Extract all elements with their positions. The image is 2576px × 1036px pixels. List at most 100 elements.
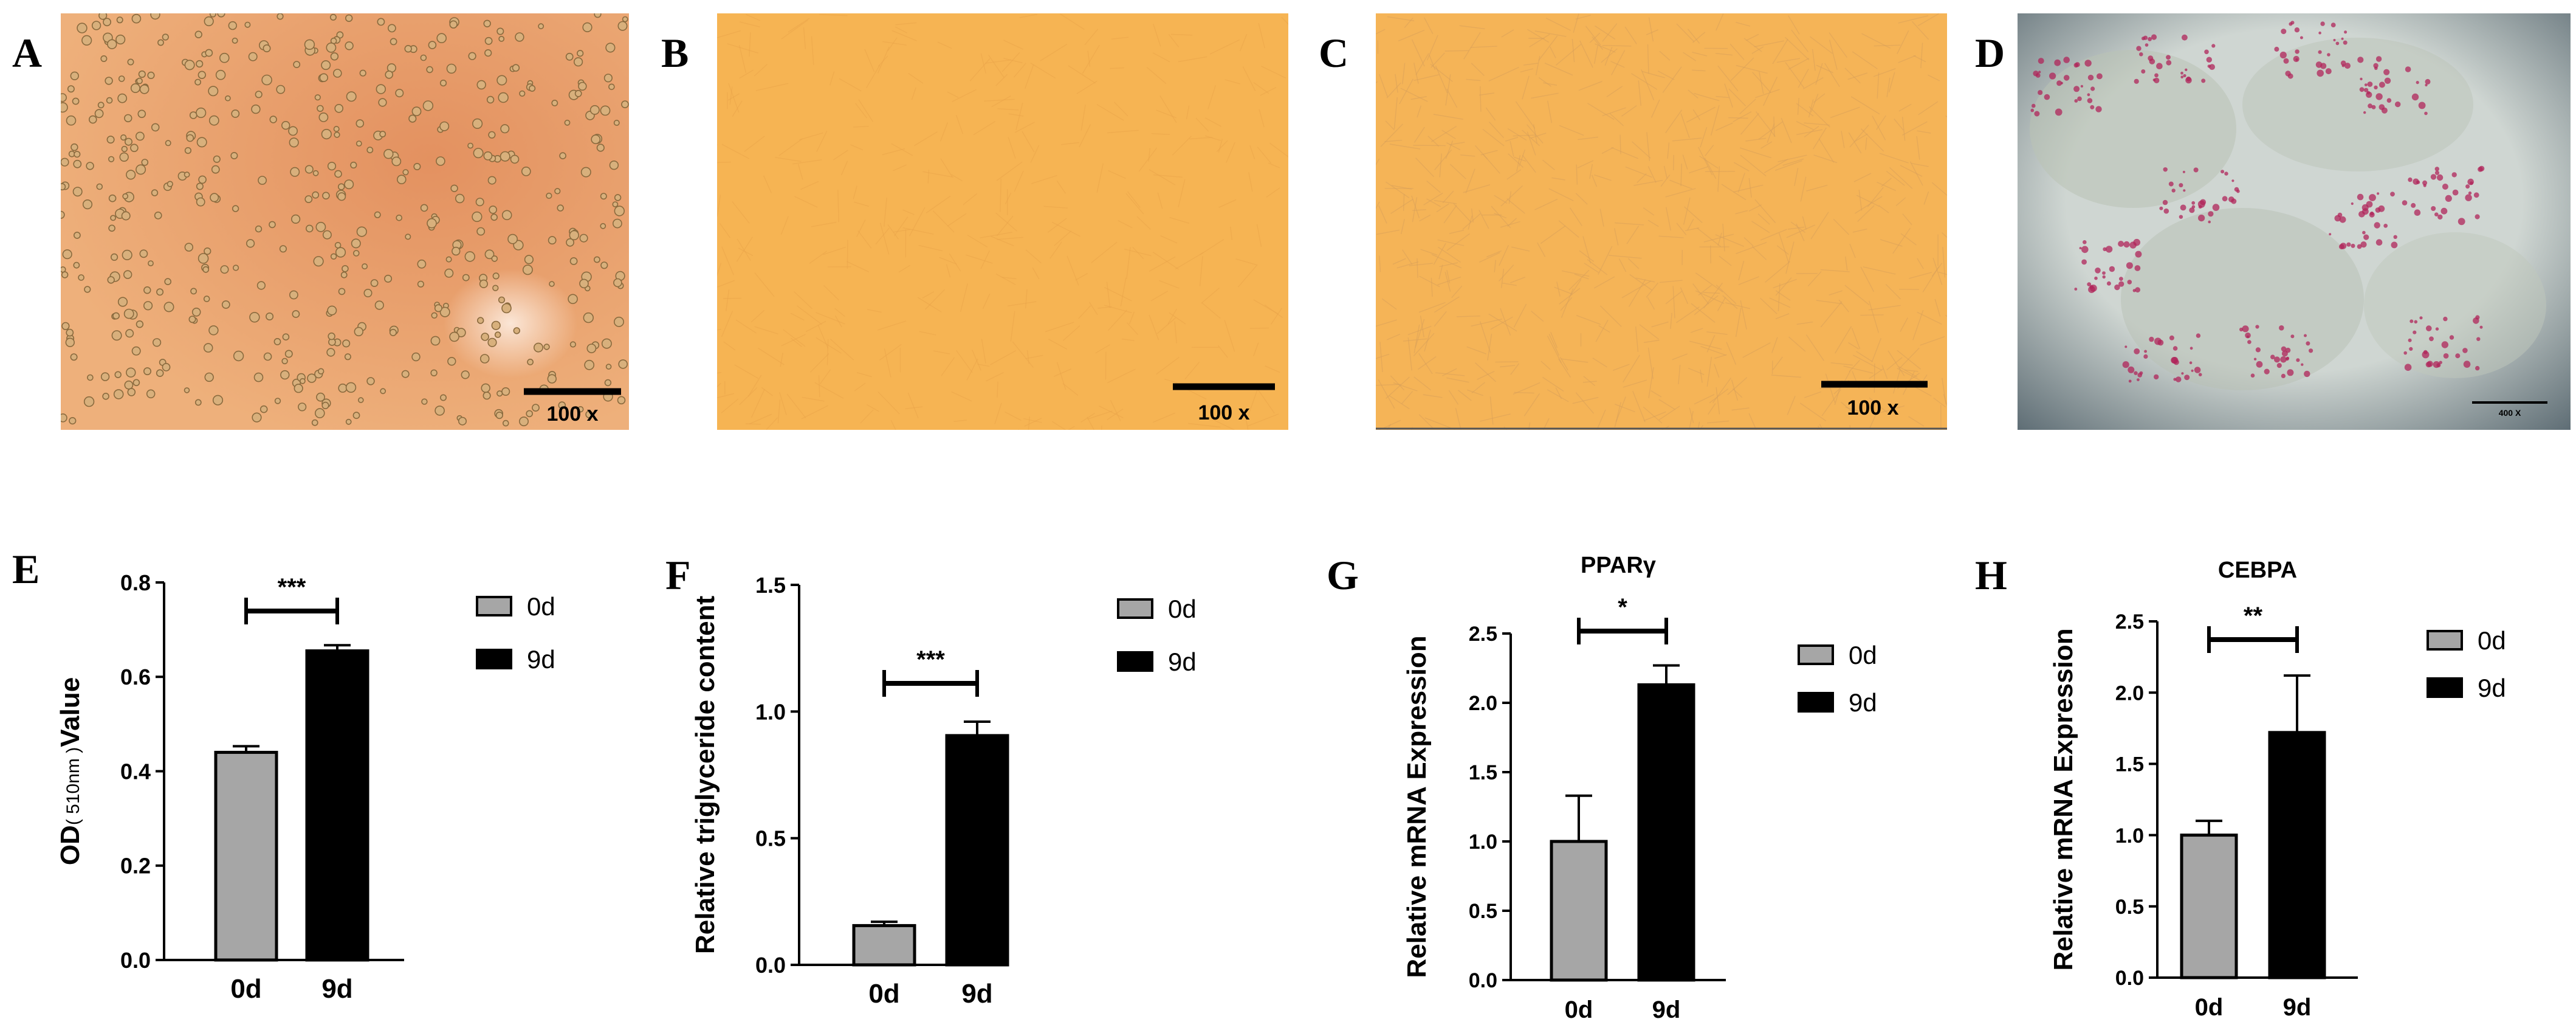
- cell-mark: [617, 21, 628, 31]
- cell-mark: [273, 338, 281, 345]
- lipid-droplet: [2253, 357, 2257, 361]
- lipid-droplet: [2087, 282, 2092, 286]
- texture-mark: [994, 402, 1002, 424]
- texture-mark: [1499, 245, 1509, 266]
- lipid-droplet: [2236, 189, 2240, 193]
- texture-mark: [1599, 209, 1604, 227]
- bar-0d: [2180, 834, 2238, 979]
- texture-mark: [721, 246, 734, 275]
- texture-mark: [875, 227, 890, 245]
- texture-mark: [1547, 100, 1553, 123]
- texture-mark: [1851, 328, 1861, 350]
- texture-mark: [1738, 276, 1759, 286]
- texture-mark: [775, 157, 802, 162]
- cell-mark: [244, 21, 251, 28]
- texture-mark: [1007, 301, 1037, 306]
- texture-mark: [1614, 402, 1621, 427]
- texture-mark: [1748, 413, 1757, 430]
- lipid-droplet: [2475, 214, 2480, 219]
- cell-mark: [138, 70, 146, 78]
- cell-mark: [94, 109, 104, 119]
- texture-mark: [1522, 75, 1530, 100]
- texture-mark: [1606, 86, 1623, 97]
- cell-mark: [333, 126, 340, 133]
- texture-mark: [1647, 297, 1655, 310]
- texture-mark: [1001, 52, 1020, 72]
- texture-mark: [991, 95, 1011, 108]
- lipid-droplet: [2154, 73, 2159, 78]
- texture-mark: [1216, 140, 1228, 152]
- texture-mark: [1471, 319, 1502, 327]
- texture-mark: [1402, 63, 1406, 85]
- lipid-droplet: [2137, 378, 2140, 381]
- texture-mark: [856, 219, 866, 237]
- texture-mark: [1665, 109, 1683, 134]
- texture-mark: [1578, 81, 1602, 91]
- lipid-droplet: [2479, 165, 2485, 171]
- cell-mark: [249, 312, 260, 323]
- lipid-droplet: [2375, 56, 2382, 62]
- texture-mark: [1498, 264, 1514, 281]
- legend-label: 9d: [1849, 688, 1877, 717]
- texture-mark: [1781, 118, 1792, 143]
- texture-mark: [1748, 204, 1762, 212]
- texture-mark: [1917, 130, 1931, 134]
- cell-mark: [345, 382, 357, 393]
- lipid-droplet: [2035, 73, 2041, 78]
- texture-mark: [1201, 302, 1221, 319]
- texture-mark: [1152, 52, 1170, 63]
- texture-mark: [1666, 207, 1671, 231]
- texture-mark: [1878, 205, 1889, 213]
- texture-mark: [1813, 154, 1838, 164]
- texture-mark: [1463, 32, 1481, 60]
- texture-mark: [1680, 287, 1689, 305]
- texture-mark: [969, 58, 991, 81]
- texture-mark: [1178, 179, 1186, 207]
- cell-mark: [228, 21, 237, 30]
- lipid-droplet: [2375, 207, 2381, 213]
- lipid-droplet: [2189, 207, 2195, 213]
- bar-0d: [214, 750, 278, 962]
- cell-mark: [430, 369, 438, 376]
- texture-mark: [1860, 314, 1884, 316]
- cell-mark: [613, 120, 620, 126]
- x-tick-label: 9d: [1652, 996, 1681, 1023]
- texture-mark: [884, 198, 887, 227]
- texture-mark: [1189, 137, 1213, 140]
- lipid-droplet: [2343, 40, 2348, 45]
- cell-mark: [533, 342, 543, 353]
- cell-mark: [288, 126, 298, 136]
- texture-mark: [1725, 302, 1750, 309]
- cell-mark: [184, 387, 190, 393]
- lipid-droplet: [2179, 215, 2183, 219]
- texture-mark: [1106, 281, 1111, 308]
- texture-mark: [1542, 376, 1564, 392]
- texture-mark: [1804, 391, 1822, 398]
- texture-mark: [1156, 357, 1180, 375]
- texture-mark: [720, 223, 731, 238]
- texture-mark: [1445, 140, 1454, 159]
- y-tick-label: 0.0: [755, 953, 786, 978]
- texture-mark: [816, 337, 842, 354]
- lipid-droplet: [2362, 208, 2369, 215]
- cell-mark: [396, 174, 407, 185]
- lipid-droplet: [2118, 281, 2124, 287]
- texture-mark: [1722, 295, 1738, 309]
- bar-9d: [2268, 731, 2326, 979]
- texture-mark: [1830, 362, 1853, 366]
- cell-mark: [603, 74, 613, 83]
- texture-mark: [1378, 205, 1387, 224]
- texture-mark: [1248, 385, 1260, 416]
- cell-mark: [113, 389, 124, 399]
- texture-mark: [1448, 390, 1459, 405]
- cell-mark: [391, 156, 402, 167]
- legend-label: 9d: [2478, 674, 2506, 702]
- lipid-droplet: [2054, 59, 2061, 66]
- legend-swatch: [1798, 692, 1834, 713]
- cell-mark: [120, 134, 127, 141]
- lipid-droplet: [2375, 239, 2383, 246]
- texture-mark: [1848, 342, 1859, 350]
- texture-mark: [1446, 377, 1469, 383]
- lipid-droplet: [2377, 192, 2380, 195]
- texture-mark: [1733, 162, 1750, 172]
